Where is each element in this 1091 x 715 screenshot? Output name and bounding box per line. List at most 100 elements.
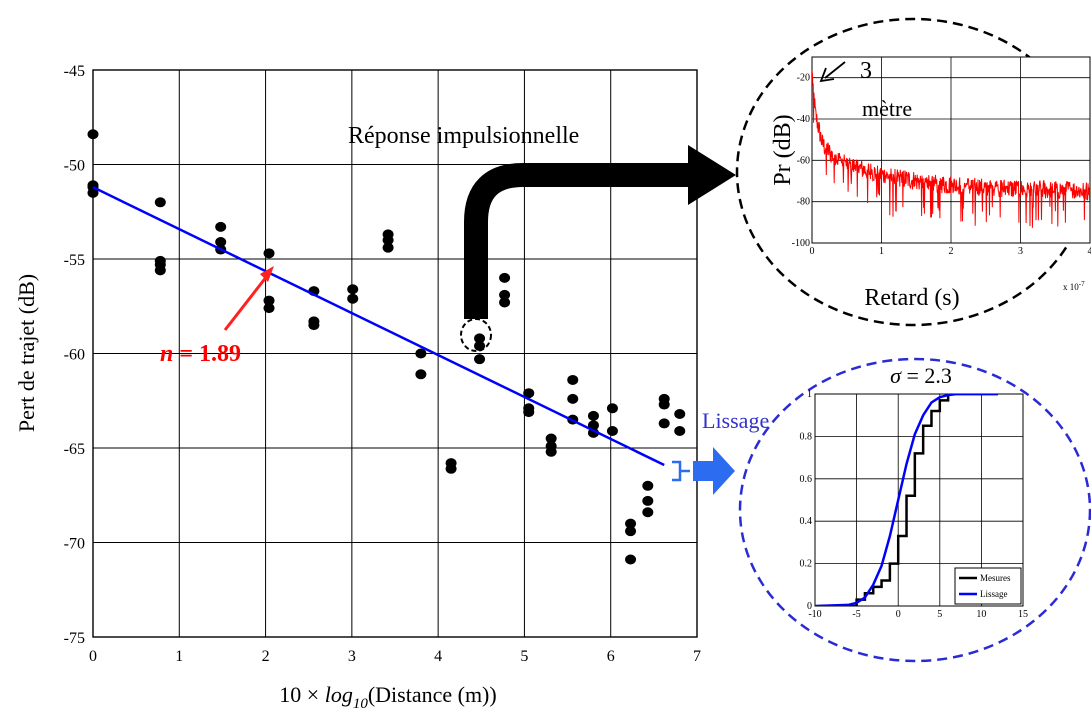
- cdf-y-tick: 0.8: [800, 431, 813, 442]
- x-tick-label: 7: [693, 648, 701, 665]
- impulse-label: Réponse impulsionnelle: [348, 123, 579, 149]
- three-meter-arrowhead: [819, 67, 835, 83]
- smoothing-arrow: [693, 447, 735, 495]
- impulse-tick-labels: 0 1 2 3 4 -100 -80 -60 -40 -20: [792, 73, 1091, 257]
- cdf-x-tick: -10: [808, 609, 821, 620]
- three-meter-arrow: [824, 61, 846, 79]
- data-point: [567, 393, 579, 404]
- impulse-x-exponent: x 10-7: [1063, 280, 1085, 292]
- main-tick-labels: 0 1 2 3 4 5 6 7 -75 -70 -65 -60 -55 -50 -45: [64, 63, 701, 665]
- x-tick-label: 4: [434, 648, 442, 665]
- regression-line: [92, 186, 665, 467]
- data-point: [499, 297, 511, 308]
- data-point: [308, 320, 320, 331]
- cdf-smoothed-line: [815, 394, 998, 606]
- x-tick-label: 5: [520, 648, 528, 665]
- impulse-x-tick: 1: [879, 246, 884, 257]
- cdf-y-tick: 0.4: [800, 516, 813, 527]
- impulse-y-tick: -40: [797, 114, 810, 125]
- impulse-arrow-shaft: [464, 163, 690, 319]
- cdf-x-tick: 0: [896, 609, 901, 620]
- data-point: [523, 388, 535, 399]
- data-point: [474, 354, 486, 365]
- cdf-tick-labels: -10 -5 0 5 10 15 0 0.2 0.4 0.6 0.8 1: [800, 389, 1029, 620]
- y-tick-label: -65: [64, 441, 85, 458]
- data-point: [347, 293, 359, 304]
- cdf-x-tick: 5: [937, 609, 942, 620]
- data-point: [587, 420, 599, 431]
- cdf-y-tick: 1: [807, 389, 812, 400]
- data-point: [382, 235, 394, 246]
- x-tick-label: 2: [262, 648, 270, 665]
- impulse-y-tick: -60: [797, 155, 810, 166]
- impulse-arrowhead: [688, 145, 736, 205]
- data-point: [658, 399, 670, 410]
- y-tick-label: -55: [64, 252, 85, 269]
- impulse-x-tick: 4: [1088, 246, 1091, 257]
- x-tick-label: 6: [607, 648, 615, 665]
- data-point: [263, 248, 275, 259]
- data-point: [625, 526, 637, 537]
- data-point: [545, 446, 557, 457]
- main-data-points: [87, 129, 686, 565]
- data-point: [625, 554, 637, 565]
- cdf-inset: -10 -5 0 5 10 15 0 0.2 0.4 0.6 0.8 1 σ = 2.3 Mesure…: [738, 357, 1091, 663]
- cdf-legend: Mesures Lissage: [954, 567, 1022, 605]
- y-tick-label: -45: [64, 63, 85, 80]
- slope-label: n = 1.89: [160, 341, 241, 367]
- cdf-y-tick: 0: [807, 601, 812, 612]
- impulse-y-tick: -100: [792, 238, 810, 249]
- data-point: [499, 272, 511, 283]
- cdf-y-tick: 0.6: [800, 474, 813, 485]
- x-tick-label: 1: [175, 648, 183, 665]
- y-axis-title: Pert de trajet (dB): [14, 274, 39, 432]
- smoothing-bracket: [672, 460, 690, 482]
- impulse-response-line: [812, 71, 1090, 228]
- cdf-y-tick: 0.2: [800, 559, 813, 570]
- main-grid: [93, 70, 697, 637]
- data-point: [263, 303, 275, 314]
- y-tick-label: -50: [64, 158, 85, 175]
- cdf-x-tick: -5: [852, 609, 860, 620]
- legend-label-lissage: Lissage: [980, 589, 1008, 599]
- slope-arrow: [223, 275, 269, 331]
- data-point: [154, 265, 166, 276]
- x-tick-label: 0: [89, 648, 97, 665]
- impulse-x-axis-title: Retard (s): [864, 285, 959, 311]
- data-point: [606, 425, 618, 436]
- data-point: [523, 407, 535, 418]
- x-tick-label: 3: [348, 648, 356, 665]
- impulse-x-tick: 0: [810, 246, 815, 257]
- cdf-x-tick: 10: [976, 609, 986, 620]
- data-point: [587, 410, 599, 421]
- legend-label-mesures: Mesures: [980, 573, 1011, 583]
- slope-arrowhead: [260, 266, 274, 282]
- data-point: [545, 433, 557, 444]
- data-point: [642, 507, 654, 518]
- data-point: [415, 348, 427, 359]
- data-point: [87, 129, 99, 140]
- data-point: [674, 408, 686, 419]
- cdf-legend-box: [954, 567, 1022, 605]
- impulse-y-axis-title: Pr (dB): [770, 114, 796, 185]
- data-point: [87, 187, 99, 198]
- data-point: [674, 425, 686, 436]
- data-point: [642, 480, 654, 491]
- data-point: [215, 236, 227, 247]
- data-point: [415, 369, 427, 380]
- three-meter-unit: mètre: [862, 96, 912, 121]
- impulse-response-inset: 0 1 2 3 4 -100 -80 -60 -40 -20 Pr (dB) Retard (s)…: [735, 17, 1091, 327]
- three-meter-number: 3: [860, 58, 872, 84]
- data-point: [215, 221, 227, 232]
- data-point: [642, 495, 654, 506]
- data-point: [658, 418, 670, 429]
- data-point: [382, 242, 394, 253]
- y-tick-label: -60: [64, 347, 85, 364]
- data-point: [154, 197, 166, 208]
- data-point: [474, 333, 486, 344]
- impulse-x-tick: 3: [1018, 246, 1023, 257]
- data-point: [625, 518, 637, 529]
- data-point: [499, 289, 511, 300]
- impulse-y-tick: -20: [797, 73, 810, 84]
